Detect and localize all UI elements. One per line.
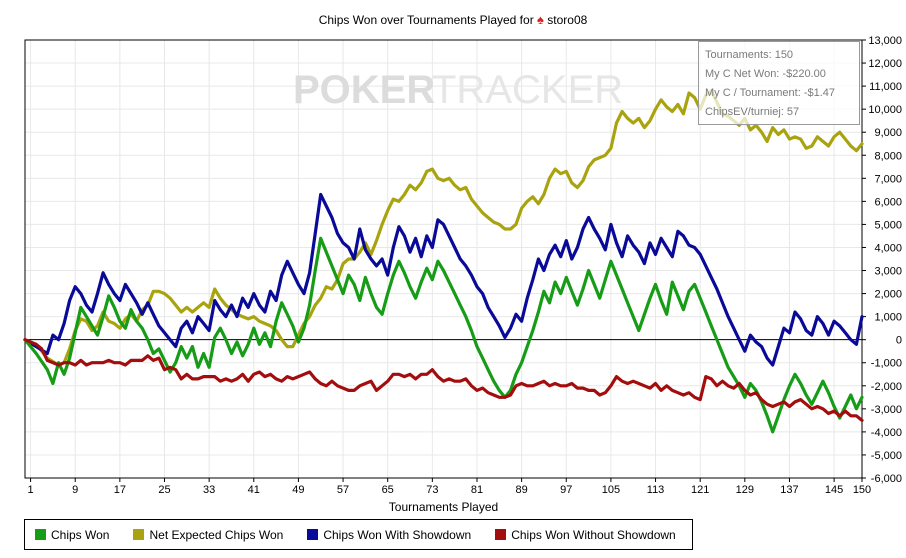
player-name: storo08 bbox=[547, 13, 588, 27]
legend-label: Net Expected Chips Won bbox=[149, 527, 284, 542]
y-tick-label: 8,000 bbox=[874, 150, 902, 162]
spade-icon: ♠ bbox=[537, 12, 544, 27]
x-tick-label: 150 bbox=[853, 484, 871, 496]
x-tick-label: 89 bbox=[515, 484, 527, 496]
x-tick-label: 105 bbox=[602, 484, 620, 496]
y-tick-label: 5,000 bbox=[874, 219, 902, 231]
x-tick-label: 33 bbox=[203, 484, 215, 496]
y-tick-label: 9,000 bbox=[874, 127, 902, 139]
y-tick-label: 12,000 bbox=[868, 58, 902, 70]
series-line-chips-won-with-showdown bbox=[23, 192, 864, 367]
legend-swatch bbox=[495, 529, 507, 540]
legend-label: Chips Won With Showdown bbox=[323, 527, 472, 542]
y-tick-label: -6,000 bbox=[871, 473, 902, 485]
legend-swatch bbox=[35, 529, 46, 540]
legend-label: Chips Won bbox=[51, 527, 110, 542]
legend-item-without-showdown[interactable]: Chips Won Without Showdown bbox=[495, 528, 676, 542]
x-tick-label: 65 bbox=[382, 484, 394, 496]
legend-label: Chips Won Without Showdown bbox=[511, 527, 676, 542]
x-tick-label: 121 bbox=[691, 484, 709, 496]
series-line-chips-won bbox=[23, 236, 864, 434]
y-tick-label: -1,000 bbox=[871, 358, 902, 370]
tooltip-line: ChipsEV/turniej: 57 bbox=[705, 106, 800, 118]
y-tick-label: 4,000 bbox=[874, 242, 902, 254]
x-axis-label: Tournaments Played bbox=[389, 500, 498, 514]
y-tick-label: 13,000 bbox=[868, 35, 902, 47]
legend-item-with-showdown[interactable]: Chips Won With Showdown bbox=[307, 528, 471, 542]
tooltip-line: Tournaments: 150 bbox=[705, 49, 794, 61]
y-tick-label: -4,000 bbox=[871, 427, 902, 439]
legend-swatch bbox=[307, 529, 319, 540]
legend-item-net-expected[interactable]: Net Expected Chips Won bbox=[133, 528, 283, 542]
y-tick-label: 6,000 bbox=[874, 196, 902, 208]
x-tick-label: 145 bbox=[825, 484, 843, 496]
x-tick-label: 1 bbox=[28, 484, 34, 496]
watermark-tracker: TRACKER bbox=[432, 68, 623, 112]
y-tick-label: 2,000 bbox=[874, 289, 902, 301]
x-tick-label: 113 bbox=[647, 484, 665, 496]
y-tick-label: 7,000 bbox=[874, 173, 902, 185]
x-tick-label: 81 bbox=[471, 484, 483, 496]
tooltip-line: My C Net Won: -$220.00 bbox=[705, 68, 826, 80]
x-tick-label: 73 bbox=[426, 484, 438, 496]
y-tick-label: 10,000 bbox=[868, 104, 902, 116]
chart-legend: Chips Won Net Expected Chips Won Chips W… bbox=[24, 519, 693, 550]
y-tick-label: 11,000 bbox=[869, 81, 902, 93]
x-tick-label: 25 bbox=[158, 484, 170, 496]
watermark-poker: POKER bbox=[293, 68, 435, 112]
x-tick-label: 129 bbox=[736, 484, 754, 496]
legend-swatch bbox=[133, 529, 145, 540]
y-tick-label: -3,000 bbox=[871, 404, 902, 416]
x-tick-label: 41 bbox=[248, 484, 260, 496]
plot-frame bbox=[24, 39, 863, 479]
x-tick-label: 9 bbox=[72, 484, 78, 496]
x-tick-label: 49 bbox=[292, 484, 304, 496]
y-tick-label: 1,000 bbox=[874, 312, 902, 324]
x-tick-label: 137 bbox=[780, 484, 798, 496]
stats-tooltip: Tournaments: 150 My C Net Won: -$220.00 … bbox=[698, 41, 860, 125]
tooltip-line: My C / Tournament: -$1.47 bbox=[705, 87, 836, 99]
x-tick-label: 17 bbox=[114, 484, 126, 496]
x-tick-label: 57 bbox=[337, 484, 349, 496]
legend-item-chips-won[interactable]: Chips Won bbox=[35, 528, 109, 542]
y-tick-label: 3,000 bbox=[874, 266, 902, 278]
chart-title-text: Chips Won over Tournaments Played for bbox=[318, 13, 534, 27]
y-tick-label: -5,000 bbox=[871, 450, 902, 462]
y-tick-label: 0 bbox=[896, 335, 902, 347]
series-line-chips-won-without-showdown bbox=[23, 338, 864, 422]
chart-title: Chips Won over Tournaments Played for ♠ … bbox=[0, 12, 906, 27]
x-tick-label: 97 bbox=[560, 484, 572, 496]
y-tick-label: -2,000 bbox=[871, 381, 902, 393]
